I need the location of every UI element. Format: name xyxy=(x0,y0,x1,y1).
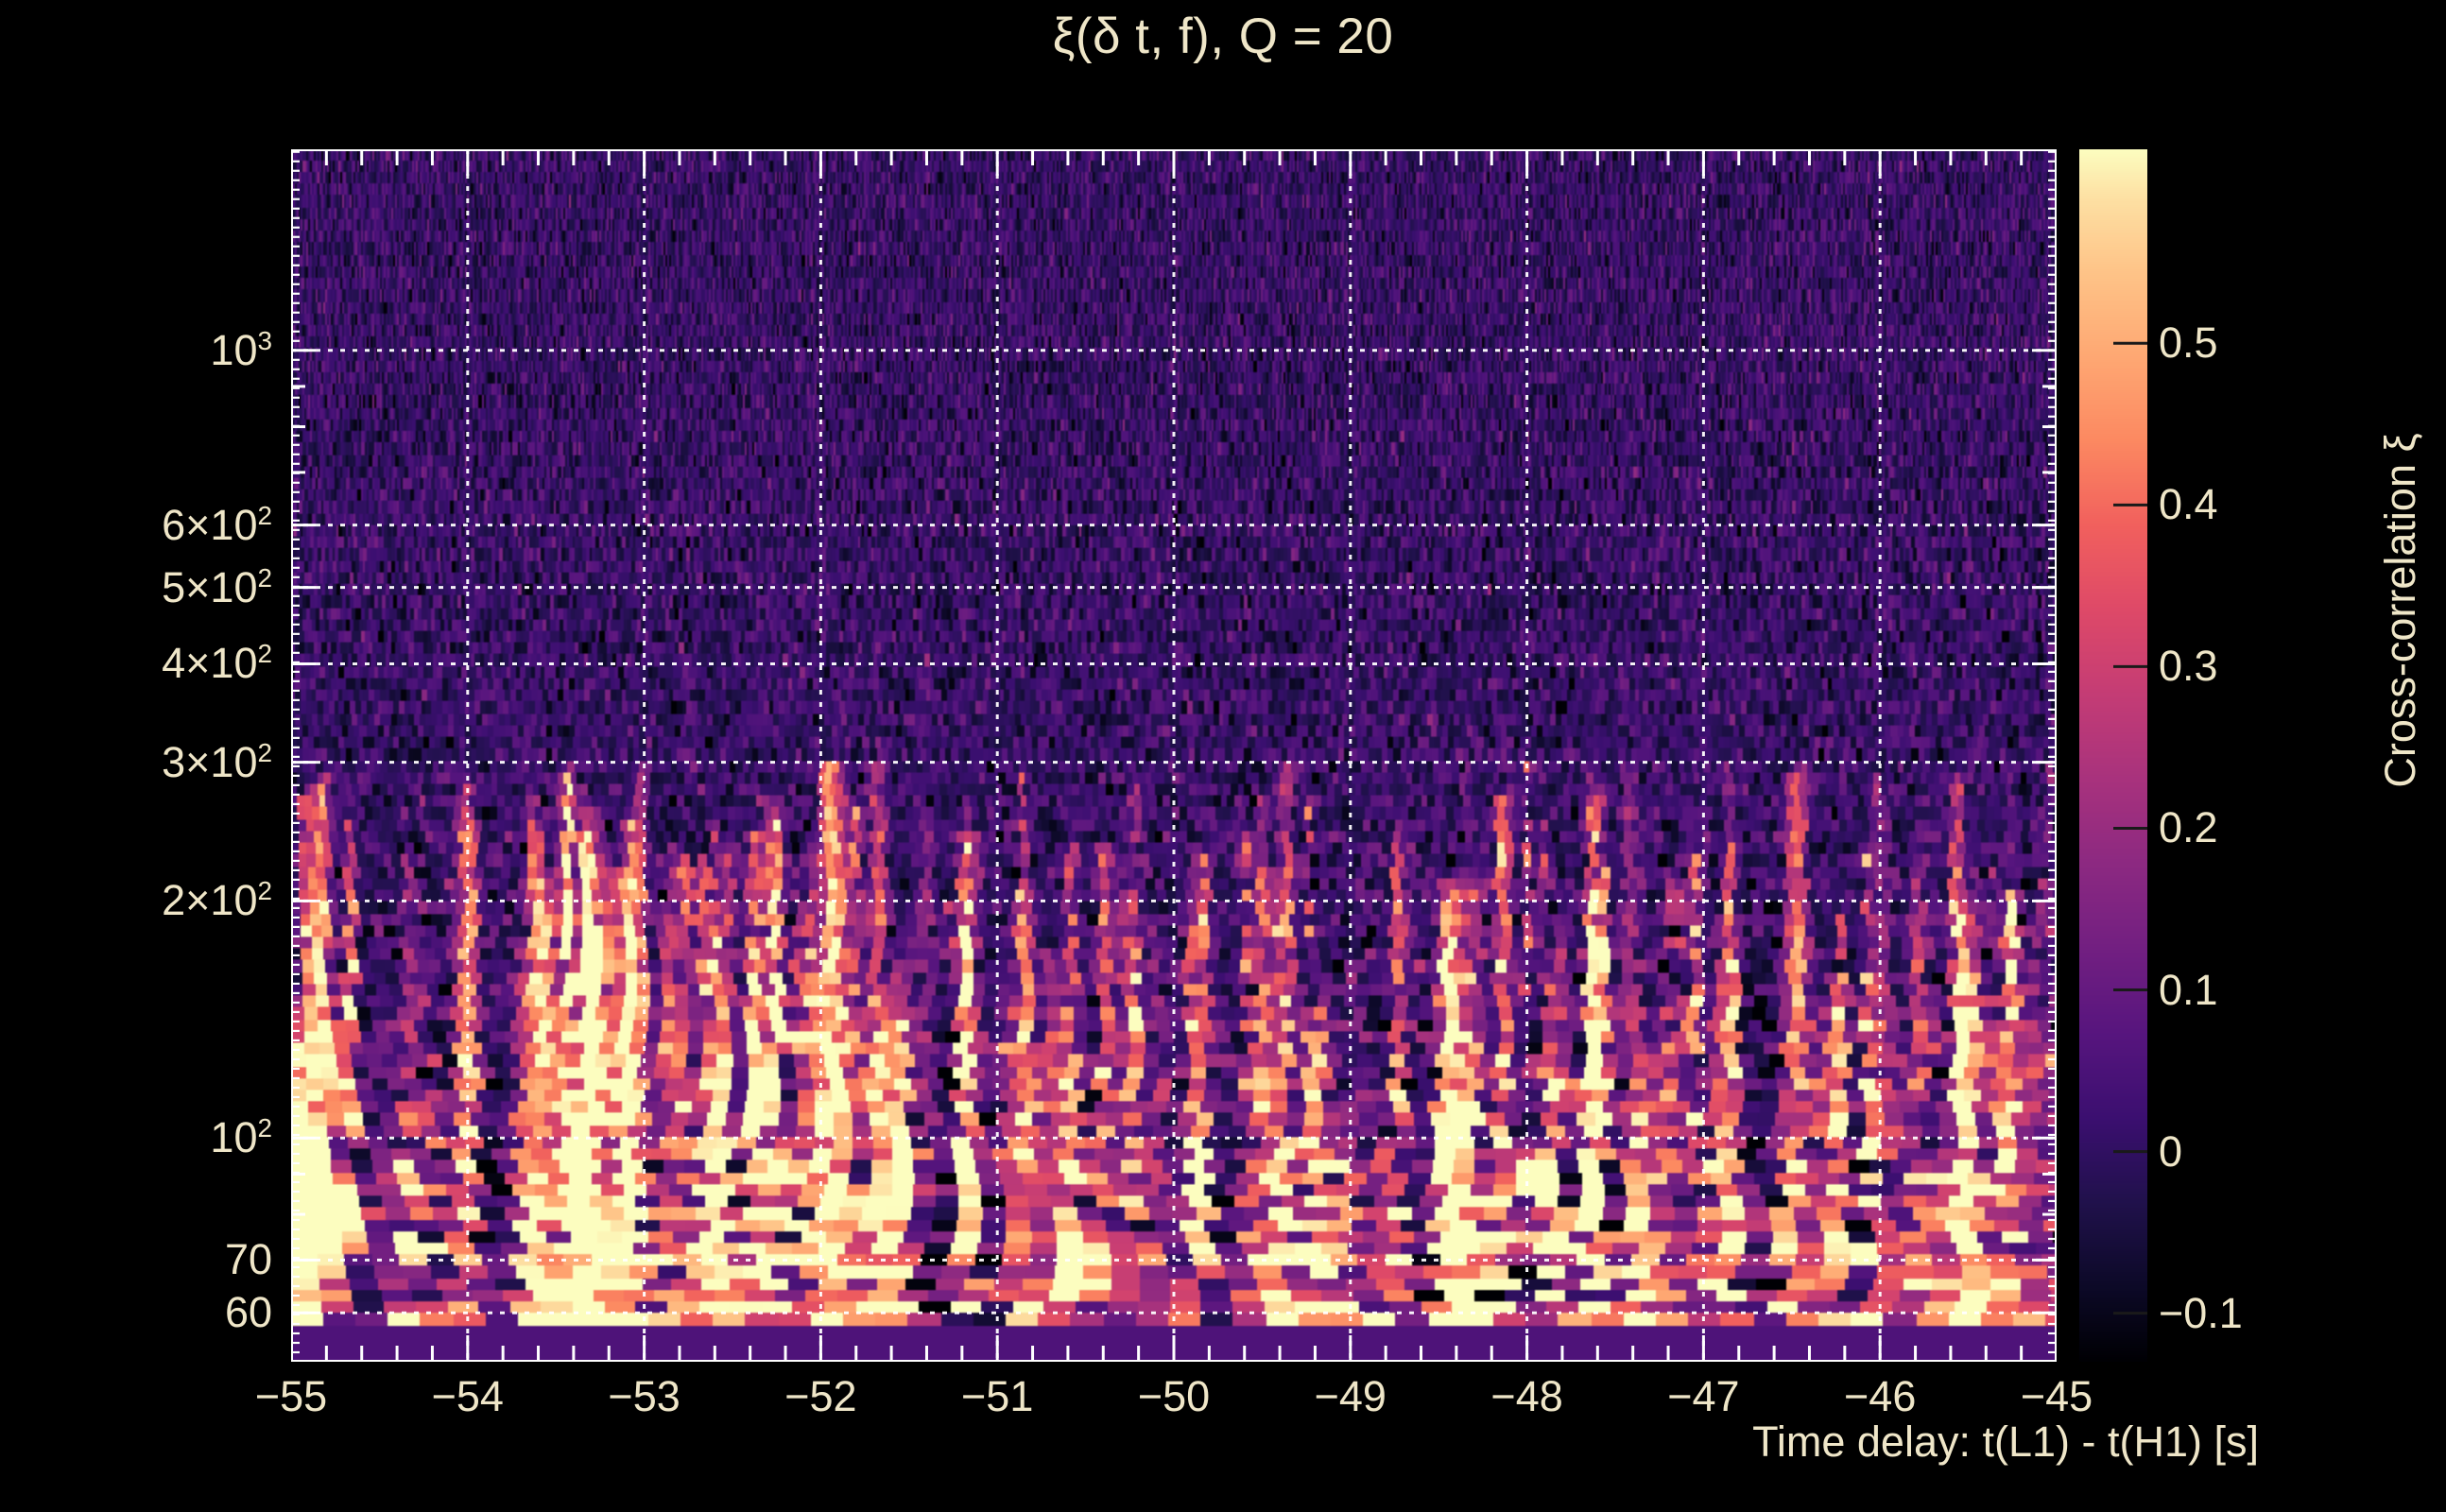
x-axis-title: Time delay: t(L1) - t(H1) [s] xyxy=(1752,1418,2259,1466)
x-tick-label: −50 xyxy=(1137,1372,1211,1420)
x-tick-label: −49 xyxy=(1314,1372,1387,1420)
y-tick-label: 4×102 xyxy=(162,639,272,688)
y-tick-label: 5×102 xyxy=(162,562,272,611)
x-tick-label: −52 xyxy=(784,1372,857,1420)
x-tick-label: −48 xyxy=(1490,1372,1563,1420)
x-tick-label: −54 xyxy=(431,1372,504,1420)
colorbar-tick-label: 0.1 xyxy=(2159,965,2218,1014)
colorbar xyxy=(2079,149,2147,1362)
x-tick-label: −46 xyxy=(1844,1372,1917,1420)
y-tick-label: 6×102 xyxy=(162,500,272,549)
colorbar-tick-label: 0.2 xyxy=(2159,803,2218,852)
colorbar-tick-label: −0.1 xyxy=(2159,1288,2243,1337)
colorbar-title: Cross-correlation ξ xyxy=(2376,433,2424,788)
colorbar-tick-label: 0.5 xyxy=(2159,318,2218,368)
y-tick-label: 2×102 xyxy=(162,876,272,925)
x-tick-label: −45 xyxy=(2020,1372,2093,1420)
y-tick-label: 60 xyxy=(224,1288,272,1337)
x-tick-label: −51 xyxy=(961,1372,1034,1420)
colorbar-gradient xyxy=(2079,149,2147,1362)
plot-area xyxy=(291,149,2057,1362)
colorbar-tick-label: 0.4 xyxy=(2159,480,2218,529)
x-tick-label: −55 xyxy=(254,1372,328,1420)
y-tick-label: 3×102 xyxy=(162,737,272,786)
page-title: ξ(δ t, f), Q = 20 xyxy=(1052,9,1394,64)
y-tick-label: 70 xyxy=(224,1235,272,1284)
x-tick-label: −47 xyxy=(1667,1372,1740,1420)
spectrogram-heatmap xyxy=(291,149,2057,1362)
y-tick-label: 102 xyxy=(210,1113,272,1162)
colorbar-tick-label: 0 xyxy=(2159,1126,2183,1176)
y-axis-tick-labels: 103 6×102 5×102 4×102 3×102 2×102 102 70 60 xyxy=(0,149,272,1362)
colorbar-tick-label: 0.3 xyxy=(2159,642,2218,691)
colorbar-tick-labels: 0.5 0.4 0.3 0.2 0.1 0 −0.1 xyxy=(2159,149,2310,1362)
x-tick-label: −53 xyxy=(608,1372,680,1420)
x-axis-tick-labels: −55 −54 −53 −52 −51 −50 −49 −48 −47 −46 −45 xyxy=(255,1372,2093,1429)
y-tick-label: 103 xyxy=(210,325,272,374)
